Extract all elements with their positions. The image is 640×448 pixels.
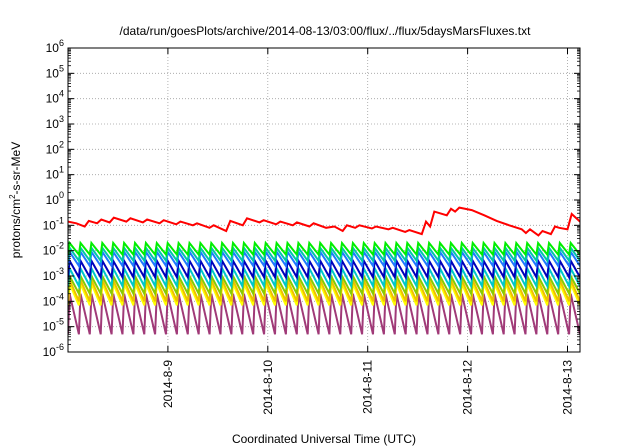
series-line-2	[68, 245, 580, 264]
series-line-1	[68, 240, 580, 258]
y-tick-label: 10-5	[43, 317, 64, 334]
x-tick-label: 2014-8-9	[161, 360, 175, 408]
y-axis-label: protons/cm2-s-sr-MeV	[8, 142, 23, 258]
series-line-8	[68, 283, 580, 306]
series-line-4	[68, 257, 580, 281]
chart-title: /data/run/goesPlots/archive/2014-08-13/0…	[120, 24, 532, 38]
series-line-5	[68, 264, 580, 290]
y-tick-label: 106	[46, 38, 64, 55]
series-group	[68, 206, 580, 335]
y-tick-label: 10-4	[43, 291, 64, 308]
x-tick-label: 2014-8-10	[261, 360, 275, 415]
y-tick-label: 10-2	[43, 241, 64, 258]
series-line-3	[68, 248, 580, 269]
y-tick-label: 102	[46, 139, 64, 156]
y-tick-label: 10-1	[43, 215, 64, 232]
y-tick-label: 10-6	[43, 342, 64, 359]
series-line-red	[68, 206, 580, 237]
series-line-7	[68, 279, 580, 302]
y-tick-label: 103	[46, 114, 64, 131]
x-tick-label: 2014-8-13	[561, 360, 575, 415]
x-tick-label: 2014-8-12	[461, 360, 475, 415]
y-tick-label: 10-3	[43, 266, 64, 283]
y-tick-label: 101	[46, 165, 64, 182]
y-tick-label: 104	[46, 89, 64, 106]
x-tick-label: 2014-8-11	[361, 360, 375, 414]
y-tick-label: 105	[46, 63, 64, 80]
x-axis: 2014-8-9 2014-8-10 2014-8-11 2014-8-12 2014-…	[161, 48, 575, 415]
y-axis: 10-6 10-5 10-4 10-3 10-2 10-1 100 101 102 103 104 1…	[43, 38, 580, 359]
series-line-6	[68, 272, 580, 298]
y-tick-label: 100	[46, 190, 64, 207]
series-line-9	[68, 293, 580, 335]
x-axis-label: Coordinated Universal Time (UTC)	[232, 432, 416, 446]
